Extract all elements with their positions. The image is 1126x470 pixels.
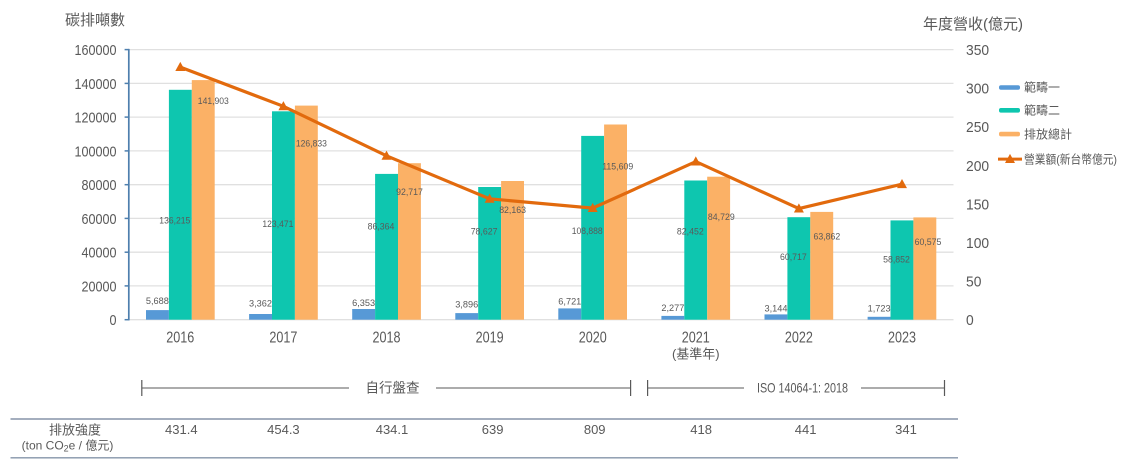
svg-text:100: 100 <box>966 235 989 252</box>
svg-text:200: 200 <box>966 158 989 175</box>
svg-text:639: 639 <box>482 422 504 437</box>
svg-text:範疇二: 範疇二 <box>1024 103 1060 118</box>
svg-text:58,852: 58,852 <box>883 255 910 266</box>
svg-text:3,896: 3,896 <box>455 300 478 311</box>
svg-text:營業額(新台幣億元): 營業額(新台幣億元) <box>1024 151 1117 166</box>
svg-text:5,688: 5,688 <box>146 296 169 307</box>
svg-text:150: 150 <box>966 196 989 213</box>
svg-text:454.3: 454.3 <box>267 422 300 437</box>
svg-text:78,627: 78,627 <box>471 226 498 237</box>
svg-text:441: 441 <box>795 422 817 437</box>
svg-text:434.1: 434.1 <box>376 422 409 437</box>
svg-text:115,609: 115,609 <box>602 162 633 173</box>
svg-text:431.4: 431.4 <box>165 422 198 437</box>
svg-text:排放強度: 排放強度 <box>49 423 101 438</box>
svg-text:2023: 2023 <box>888 329 916 346</box>
svg-text:60000: 60000 <box>82 211 117 228</box>
svg-text:1,723: 1,723 <box>868 304 891 315</box>
svg-text:2,277: 2,277 <box>661 303 684 314</box>
svg-text:2022: 2022 <box>785 329 813 346</box>
svg-text:341: 341 <box>895 422 917 437</box>
svg-text:100000: 100000 <box>75 143 117 160</box>
svg-text:63,862: 63,862 <box>814 231 841 242</box>
svg-text:ISO 14064-1: 2018: ISO 14064-1: 2018 <box>757 380 848 396</box>
svg-text:84,729: 84,729 <box>708 212 735 223</box>
svg-text:250: 250 <box>966 119 989 136</box>
svg-text:20000: 20000 <box>82 278 117 295</box>
svg-text:0: 0 <box>110 312 117 329</box>
svg-text:80000: 80000 <box>82 177 117 194</box>
svg-text:136,215: 136,215 <box>159 216 190 227</box>
svg-text:92,717: 92,717 <box>396 187 423 198</box>
svg-text:82,452: 82,452 <box>677 226 704 237</box>
svg-text:2020: 2020 <box>579 329 607 346</box>
svg-text:50: 50 <box>966 274 981 291</box>
svg-text:123,471: 123,471 <box>262 219 293 230</box>
svg-text:2016: 2016 <box>166 329 194 346</box>
svg-text:350: 350 <box>966 42 989 59</box>
svg-text:6,353: 6,353 <box>352 298 375 309</box>
svg-text:3,362: 3,362 <box>249 299 272 310</box>
svg-text:126,833: 126,833 <box>296 139 327 150</box>
svg-text:809: 809 <box>584 422 606 437</box>
svg-text:3,144: 3,144 <box>765 304 788 315</box>
svg-text:141,903: 141,903 <box>198 96 229 107</box>
svg-text:108,888: 108,888 <box>572 226 603 237</box>
svg-text:2018: 2018 <box>373 329 401 346</box>
svg-text:碳排噸數: 碳排噸數 <box>65 12 125 29</box>
svg-text:160000: 160000 <box>75 42 117 59</box>
svg-text:(基準年): (基準年) <box>672 347 720 362</box>
svg-text:60,717: 60,717 <box>780 252 807 263</box>
svg-text:300: 300 <box>966 81 989 98</box>
svg-text:120000: 120000 <box>75 110 117 127</box>
svg-text:60,575: 60,575 <box>915 237 942 248</box>
svg-text:2017: 2017 <box>269 329 297 346</box>
svg-text:418: 418 <box>690 422 712 437</box>
svg-text:2019: 2019 <box>476 329 504 346</box>
svg-text:自行盤查: 自行盤查 <box>366 381 420 396</box>
svg-text:82,163: 82,163 <box>499 205 526 216</box>
svg-text:140000: 140000 <box>75 76 117 93</box>
svg-text:範疇一: 範疇一 <box>1024 80 1060 95</box>
svg-text:0: 0 <box>966 312 974 329</box>
svg-text:排放總計: 排放總計 <box>1024 126 1072 141</box>
svg-text:86,364: 86,364 <box>368 222 395 233</box>
svg-text:2021: 2021 <box>682 329 710 346</box>
svg-text:(ton CO2e / 億元): (ton CO2e / 億元) <box>22 439 114 454</box>
svg-text:年度營收(億元): 年度營收(億元) <box>923 16 1023 33</box>
svg-text:40000: 40000 <box>82 245 117 262</box>
svg-text:6,721: 6,721 <box>558 296 581 307</box>
